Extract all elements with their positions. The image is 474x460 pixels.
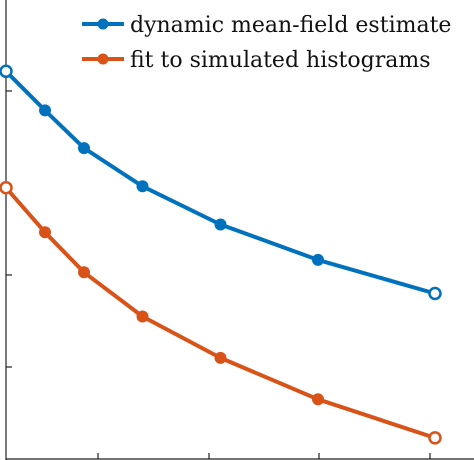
y-ticks	[6, 90, 12, 368]
data-point	[312, 393, 324, 406]
data-point	[428, 431, 442, 445]
legend-swatch-marker	[97, 53, 109, 65]
data-point	[39, 104, 51, 117]
data-point	[78, 142, 90, 155]
legend-label: fit to simulated histograms	[130, 48, 430, 73]
legend-swatch-marker	[97, 18, 109, 30]
data-point	[214, 351, 227, 364]
data-point	[214, 218, 227, 231]
series-layer	[0, 64, 442, 445]
data-point	[0, 64, 13, 79]
data-point	[0, 180, 13, 195]
data-point	[428, 286, 442, 301]
legend-entry-1: fit to simulated histograms	[82, 48, 430, 73]
series-0	[0, 64, 442, 301]
data-point	[312, 253, 324, 266]
data-point	[136, 310, 149, 323]
data-point	[78, 266, 90, 279]
x-ticks	[97, 453, 431, 459]
data-point	[136, 180, 149, 193]
legend: dynamic mean-field estimate fit to simul…	[82, 13, 451, 73]
data-point	[39, 226, 51, 239]
legend-entry-0: dynamic mean-field estimate	[82, 13, 451, 38]
series-1	[0, 180, 442, 445]
legend-label: dynamic mean-field estimate	[130, 13, 451, 38]
